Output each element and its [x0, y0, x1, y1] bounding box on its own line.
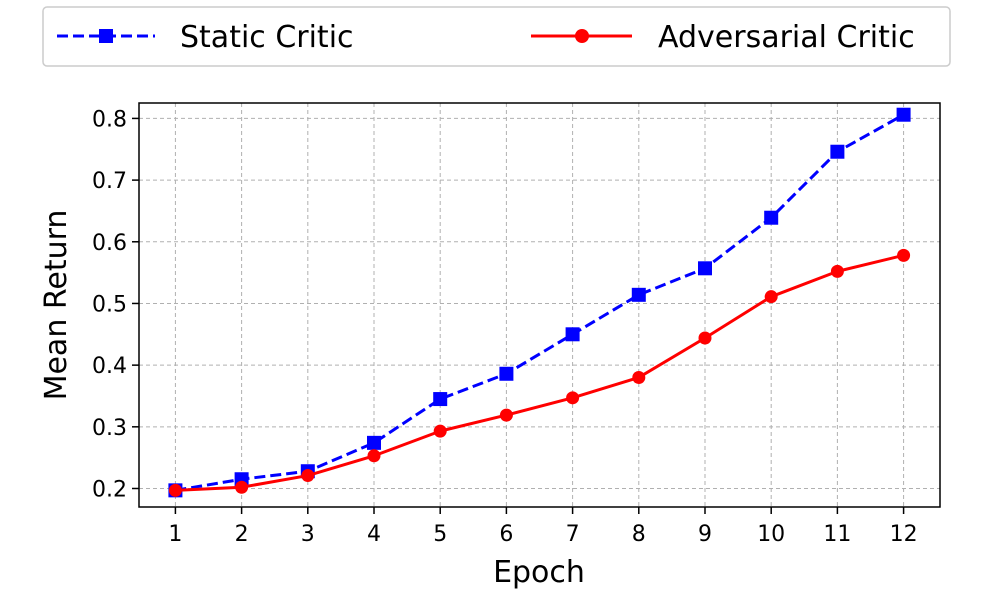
x-axis-label: Epoch — [493, 555, 585, 590]
y-tick-label: 0.6 — [92, 231, 127, 256]
data-point-static-critic — [565, 327, 580, 342]
data-point-static-critic — [499, 366, 514, 381]
y-tick-label: 0.4 — [92, 354, 127, 379]
series-static-critic — [168, 107, 911, 498]
data-point-static-critic — [697, 261, 712, 276]
x-tick-label: 9 — [698, 522, 712, 547]
legend-label-static-critic: Static Critic — [180, 20, 354, 55]
data-point-adversarial-critic — [433, 424, 447, 438]
series-adversarial-critic — [168, 248, 911, 497]
legend-item-adversarial-critic: Adversarial Critic — [531, 20, 915, 55]
x-tick-label: 3 — [301, 522, 315, 547]
data-point-adversarial-critic — [897, 248, 911, 262]
y-tick-label: 0.7 — [92, 169, 127, 194]
data-point-adversarial-critic — [764, 290, 778, 304]
x-tick-label: 1 — [168, 522, 182, 547]
data-point-adversarial-critic — [168, 483, 182, 497]
y-axis: 0.2 0.3 0.4 0.5 0.6 0.7 0.8 — [92, 107, 139, 502]
series-line-adversarial-critic — [175, 253, 904, 492]
y-tick-label: 0.8 — [92, 107, 127, 132]
x-tick-label: 10 — [757, 522, 785, 547]
plot-frame — [138, 102, 941, 508]
x-tick-label: 6 — [499, 522, 513, 547]
y-tick-label: 0.3 — [92, 416, 127, 441]
x-tick-label: 5 — [433, 522, 447, 547]
grid — [139, 103, 940, 507]
data-point-adversarial-critic — [830, 264, 844, 278]
data-point-static-critic — [830, 144, 845, 159]
legend-item-static-critic: Static Critic — [57, 20, 354, 55]
data-point-adversarial-critic — [235, 480, 249, 494]
data-point-adversarial-critic — [566, 391, 580, 405]
series-line-static-critic — [175, 113, 905, 492]
data-point-static-critic — [367, 435, 382, 450]
legend-label-adversarial-critic: Adversarial Critic — [658, 20, 915, 55]
data-point-adversarial-critic — [632, 370, 646, 384]
data-point-static-critic — [433, 392, 448, 407]
x-tick-label: 12 — [890, 522, 918, 547]
data-point-adversarial-critic — [301, 469, 315, 483]
x-tick-label: 4 — [367, 522, 381, 547]
data-point-static-critic — [631, 287, 646, 302]
data-point-adversarial-critic — [698, 331, 712, 345]
y-tick-label: 0.5 — [92, 292, 127, 317]
data-point-adversarial-critic — [367, 449, 381, 463]
x-tick-label: 8 — [632, 522, 646, 547]
legend-frame — [42, 6, 951, 67]
x-axis: 1 2 3 4 5 6 7 8 9 10 11 12 — [168, 507, 918, 547]
x-tick-label: 2 — [235, 522, 249, 547]
data-point-adversarial-critic — [499, 408, 513, 422]
x-tick-label: 11 — [823, 522, 851, 547]
y-tick-label: 0.2 — [92, 477, 127, 502]
x-tick-label: 7 — [566, 522, 580, 547]
series-layer — [168, 107, 911, 498]
data-point-static-critic — [896, 107, 911, 122]
legend-marker-adversarial-critic — [575, 29, 589, 43]
data-point-static-critic — [764, 210, 779, 225]
y-axis-label: Mean Return — [39, 210, 74, 401]
legend-marker-static-critic — [99, 29, 113, 43]
legend: Static Critic Adversarial Critic — [42, 6, 951, 67]
